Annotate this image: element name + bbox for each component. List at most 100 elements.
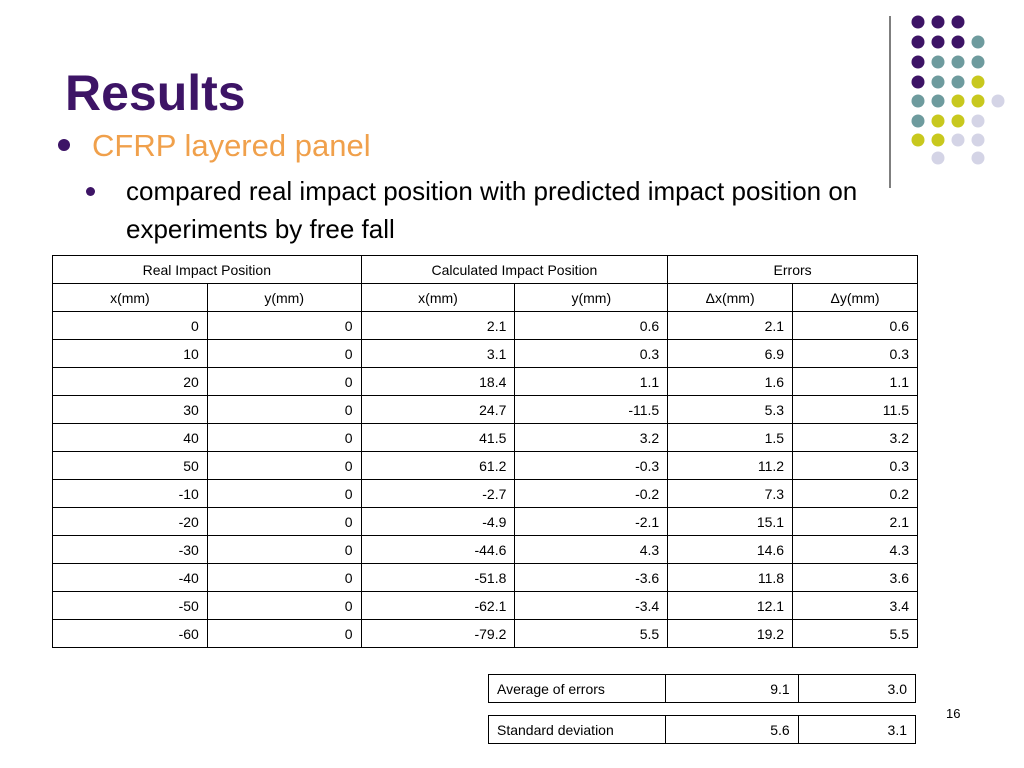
table-row: 10 0 3.1 0.3 6.9 0.3 <box>52 339 918 368</box>
decorative-dot <box>971 35 985 49</box>
table-cell: 0 <box>206 451 362 480</box>
table-cell: 30 <box>52 395 208 424</box>
table-row: 20 0 18.4 1.1 1.6 1.1 <box>52 367 918 396</box>
table-cell: -20 <box>52 507 208 536</box>
table-cell: 11.5 <box>792 395 918 424</box>
std-dev-dy: 3.1 <box>797 715 917 744</box>
decorative-dot <box>951 75 965 89</box>
decorative-dot <box>911 94 925 108</box>
table-cell: 5.3 <box>667 395 794 424</box>
table-cell: 18.4 <box>360 367 516 396</box>
table-cell: 1.5 <box>667 423 794 452</box>
group-header-errors: Errors <box>667 255 918 284</box>
bullet-level1: CFRP layered panel <box>58 127 371 164</box>
decorative-dot <box>911 55 925 69</box>
table-cell: 1.1 <box>514 367 669 396</box>
decorative-dot <box>911 133 925 147</box>
slide-title: Results <box>65 65 246 121</box>
table-cell: 0 <box>206 339 362 368</box>
table-cell: 0 <box>206 535 362 564</box>
column-header-row: x(mm) y(mm) x(mm) y(mm) Δx(mm) Δy(mm) <box>52 283 918 312</box>
table-cell: 3.1 <box>360 339 516 368</box>
table-cell: 0 <box>206 507 362 536</box>
table-row: 40 0 41.5 3.2 1.5 3.2 <box>52 423 918 452</box>
decorative-dot <box>911 15 925 29</box>
table-cell: 0.3 <box>792 339 918 368</box>
std-dev-dx: 5.6 <box>665 715 799 744</box>
decorative-dot <box>911 114 925 128</box>
standard-deviation-label: Standard deviation <box>487 715 667 744</box>
table-cell: 0 <box>206 619 362 648</box>
table-cell: 12.1 <box>667 591 794 620</box>
table-cell: -51.8 <box>360 563 516 592</box>
average-errors-label: Average of errors <box>487 674 667 703</box>
table-row: -30 0 -44.6 4.3 14.6 4.3 <box>52 535 918 564</box>
table-cell: 0 <box>206 591 362 620</box>
table-cell: 6.9 <box>667 339 794 368</box>
table-cell: -3.6 <box>514 563 669 592</box>
bullet-level2-text: compared real impact position with predi… <box>126 176 858 244</box>
table-cell: 0 <box>206 311 362 340</box>
table-cell: 11.2 <box>667 451 794 480</box>
table-cell: 61.2 <box>360 451 516 480</box>
table-cell: 1.1 <box>792 367 918 396</box>
column-header: y(mm) <box>206 283 362 312</box>
group-header-real: Real Impact Position <box>52 255 362 284</box>
bullet-dot-icon <box>58 139 70 151</box>
table-cell: -79.2 <box>360 619 516 648</box>
average-dy: 3.0 <box>797 674 917 703</box>
table-cell: 4.3 <box>514 535 669 564</box>
table-cell: -10 <box>52 479 208 508</box>
table-cell: -2.1 <box>514 507 669 536</box>
table-row: 30 0 24.7 -11.5 5.3 11.5 <box>52 395 918 424</box>
table-row: -20 0 -4.9 -2.1 15.1 2.1 <box>52 507 918 536</box>
bullet-level2: compared real impact position with predi… <box>86 172 866 248</box>
decorative-dot <box>951 55 965 69</box>
table-row: 0 0 2.1 0.6 2.1 0.6 <box>52 311 918 340</box>
decorative-dot <box>911 35 925 49</box>
table-cell: 3.6 <box>792 563 918 592</box>
table-cell: 7.3 <box>667 479 794 508</box>
decorative-dot <box>971 133 985 147</box>
vertical-divider <box>889 16 891 188</box>
table-cell: 0.6 <box>514 311 669 340</box>
table-cell: 0 <box>206 395 362 424</box>
standard-deviation-row: Standard deviation 5.6 3.1 <box>487 715 917 744</box>
table-cell: 40 <box>52 423 208 452</box>
table-row: 50 0 61.2 -0.3 11.2 0.3 <box>52 451 918 480</box>
decorative-dot <box>971 151 985 165</box>
decorative-dot <box>931 114 945 128</box>
table-cell: 5.5 <box>514 619 669 648</box>
column-header: Δx(mm) <box>667 283 794 312</box>
table-cell: 2.1 <box>667 311 794 340</box>
group-header-calculated: Calculated Impact Position <box>360 255 669 284</box>
table-cell: -30 <box>52 535 208 564</box>
table-row: -10 0 -2.7 -0.2 7.3 0.2 <box>52 479 918 508</box>
table-cell: 0.6 <box>792 311 918 340</box>
table-cell: 1.6 <box>667 367 794 396</box>
table-cell: 0.3 <box>514 339 669 368</box>
table-cell: 0 <box>52 311 208 340</box>
table-cell: 15.1 <box>667 507 794 536</box>
table-cell: 3.4 <box>792 591 918 620</box>
group-header-row: Real Impact Position Calculated Impact P… <box>52 255 918 284</box>
table-cell: -60 <box>52 619 208 648</box>
column-header: x(mm) <box>52 283 208 312</box>
table-row: -60 0 -79.2 5.5 19.2 5.5 <box>52 619 918 648</box>
decorative-dot <box>951 94 965 108</box>
table-cell: 24.7 <box>360 395 516 424</box>
table-cell: 3.2 <box>792 423 918 452</box>
page-number: 16 <box>946 706 961 721</box>
decorative-dot <box>991 94 1005 108</box>
decorative-dot <box>931 15 945 29</box>
table-cell: 14.6 <box>667 535 794 564</box>
table-row: -50 0 -62.1 -3.4 12.1 3.4 <box>52 591 918 620</box>
table-cell: 0 <box>206 479 362 508</box>
average-errors-row: Average of errors 9.1 3.0 <box>487 674 917 703</box>
table-cell: 0 <box>206 563 362 592</box>
column-header: x(mm) <box>360 283 516 312</box>
table-cell: -11.5 <box>514 395 669 424</box>
decorative-dot <box>931 75 945 89</box>
decorative-dot <box>951 35 965 49</box>
table-cell: 19.2 <box>667 619 794 648</box>
